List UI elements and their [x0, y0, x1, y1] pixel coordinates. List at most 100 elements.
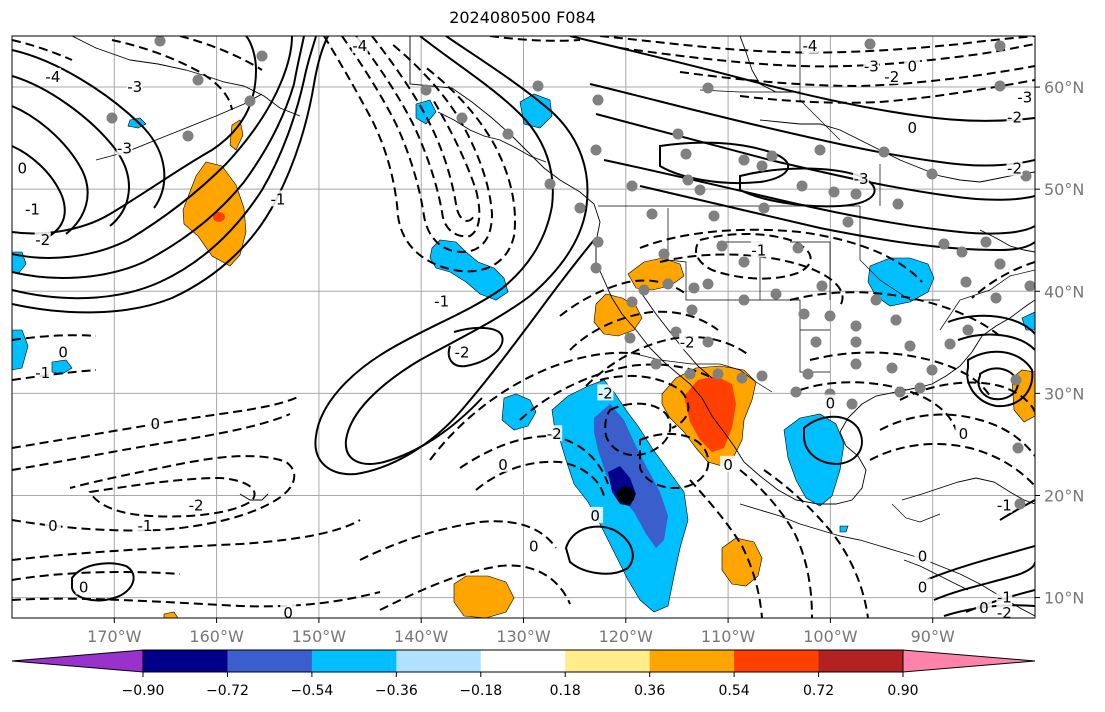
negative-anomaly-patch [501, 393, 537, 431]
colorbar-under-arrow [11, 649, 144, 673]
contour-label: -3 [854, 170, 869, 188]
contour-label-bg [996, 496, 1013, 513]
contour-label: 0 [907, 58, 917, 76]
colorbar-over-arrow [902, 649, 1036, 673]
positive-anomaly-patch [453, 575, 515, 618]
contour-label: -2 [1007, 109, 1022, 127]
lon-tick-label: 170°W [87, 627, 142, 646]
positive-anomaly-core [684, 376, 736, 452]
negative-anomaly-patch [783, 413, 845, 507]
contour-label-bg [525, 537, 542, 554]
contour-label-bg [914, 578, 931, 595]
contour-label-bg [597, 384, 614, 401]
contour-label: 0 [79, 578, 89, 596]
contour-label-bg [914, 547, 931, 564]
contour-label: 0 [907, 119, 917, 137]
colorbar-frame [142, 649, 904, 673]
contour-label-bg [955, 425, 972, 442]
contour-label: 0 [918, 578, 928, 596]
contour-label: -4 [352, 37, 367, 55]
longitude-labels: 170°W 160°W 150°W 140°W 130°W 120°W 110°W 100°W… [87, 627, 955, 646]
contour-label: -3 [864, 58, 879, 76]
positive-anomaly-patch [721, 537, 763, 587]
contour-label-bg [546, 425, 563, 442]
positive-anomaly-patch [229, 119, 244, 151]
axis-ticks [113, 86, 1040, 623]
contour-label: -4 [802, 37, 817, 55]
contour-label-bg [883, 67, 900, 84]
contour-label-bg [975, 598, 992, 615]
contour-label-bg [116, 139, 133, 156]
contour-label-bg [280, 603, 297, 618]
colorbar-tick-label: 0.90 [887, 683, 918, 699]
contour-label-bg [34, 231, 51, 248]
negative-anomaly-patch [12, 251, 27, 275]
contour-label-bg [1006, 159, 1023, 176]
contour-label-bg [269, 190, 286, 207]
contour-label: -2 [997, 604, 1012, 622]
contour-label: 0 [979, 599, 989, 617]
colorbar: −0.90 −0.72 −0.54 −0.36 −0.18 0.18 0.36 0.54 0.7… [11, 649, 1036, 699]
contour-label: 0 [723, 456, 733, 474]
negative-anomaly-patch [519, 93, 553, 129]
contour-label-bg [1016, 88, 1033, 105]
colorbar-tick-label: −0.72 [206, 683, 249, 699]
colorbar-tick-label: −0.18 [459, 683, 502, 699]
contour-label-bg [14, 159, 31, 176]
colorbar-tick-label: 0.54 [719, 683, 750, 699]
contour-label-bg [188, 496, 205, 513]
contour-label-bg [55, 343, 72, 360]
contour-label: -4 [45, 68, 60, 86]
lon-tick-label: 150°W [292, 627, 347, 646]
colorbar-tick-label: −0.90 [122, 683, 165, 699]
contour-label: -2 [680, 333, 695, 351]
contour-label: -2 [1007, 160, 1022, 178]
contour-label-bg [587, 506, 604, 523]
contour-label: -2 [455, 344, 470, 362]
storm-center-dot [616, 486, 635, 505]
contour-label-bg [34, 363, 51, 380]
contour-label-bg [996, 588, 1013, 605]
colorbar-bin [311, 650, 397, 672]
lon-tick-label: 130°W [496, 627, 551, 646]
colorbar-bin [143, 650, 228, 672]
negative-anomaly-patch [51, 359, 73, 375]
contour-label-bg [44, 67, 61, 84]
contour-label-bg [1006, 108, 1023, 125]
storm-center-marker [616, 486, 635, 505]
colorbar-bin [227, 650, 313, 672]
lat-tick-label: 60°N [1044, 78, 1084, 97]
contour-label-bg [801, 37, 818, 54]
contour-label: -3 [1017, 88, 1032, 106]
contour-label-bg [853, 169, 870, 186]
contour-label-bg [126, 78, 143, 95]
contour-label-bg [433, 292, 450, 309]
colorbar-bin [565, 650, 651, 672]
lat-tick-label: 10°N [1044, 589, 1084, 608]
contour-label: -1 [997, 589, 1012, 607]
contour-label: -1 [270, 190, 285, 208]
colorbar-bin [480, 650, 566, 672]
contour-label-bg [750, 241, 767, 258]
contour-label: 0 [283, 604, 293, 622]
lon-tick-label: 160°W [189, 627, 244, 646]
colorbar-bin [818, 650, 904, 672]
positive-anomaly-patch [163, 611, 179, 618]
colorbar-bin [396, 650, 482, 672]
contour-label: -3 [127, 78, 142, 96]
contour-label: -1 [35, 364, 50, 382]
contour-label: -3 [117, 139, 132, 157]
colorbar-tick-label: 0.72 [803, 683, 834, 699]
colorbar-tick-label: −0.36 [375, 683, 418, 699]
contour-label: 0 [150, 415, 160, 433]
contour-label: -1 [434, 292, 449, 310]
contour-label-bg [136, 517, 153, 534]
contour-label-bg [720, 455, 737, 472]
contour-label: -1 [25, 201, 40, 219]
colorbar-tick-label: 0.18 [550, 683, 581, 699]
contour-label: -2 [598, 384, 613, 402]
contour-label-bg [904, 57, 921, 74]
contour-label-bg [147, 415, 164, 431]
contour-label: 0 [17, 160, 27, 178]
